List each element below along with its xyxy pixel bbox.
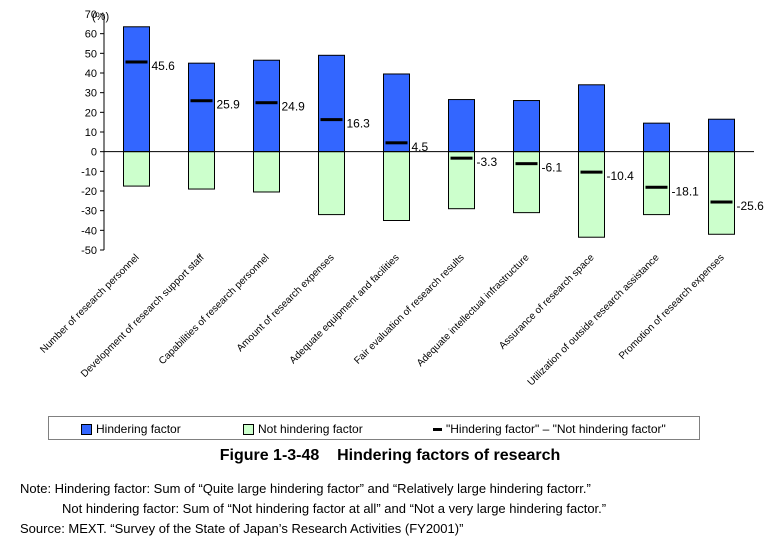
category-label: Adequate intellectual infrastructure [415, 252, 532, 369]
note-line-1: Note: Hindering factor: Sum of “Quite la… [20, 481, 591, 496]
bar-not-hindering [123, 151, 150, 187]
bar-hindering [188, 62, 215, 153]
bar-not-hindering [643, 151, 670, 216]
legend-swatch-blue-icon [81, 423, 92, 435]
difference-value-label: 24.9 [282, 100, 306, 114]
difference-marker [580, 170, 603, 174]
category-label: Promotion of research expenses [617, 252, 727, 362]
difference-marker [320, 118, 343, 122]
difference-value-label: 4.5 [412, 140, 429, 154]
category-label: Development of research support staff [79, 252, 207, 380]
bar-not-hindering [383, 151, 410, 222]
y-tick-label: 70 [85, 9, 97, 21]
y-tick-label: -30 [81, 206, 97, 218]
bar-not-hindering [318, 151, 345, 216]
y-tick-label: -20 [81, 186, 97, 198]
legend-item-hindering: Hindering factor [81, 422, 181, 436]
difference-value-label: -18.1 [672, 184, 700, 198]
bar-hindering [383, 73, 410, 153]
bar-hindering [578, 84, 605, 153]
bar-not-hindering [578, 151, 605, 238]
category-label: Adequate equipment and facilities [288, 252, 402, 366]
y-tick-label: 10 [85, 127, 97, 139]
y-axis-unit: (%) [92, 11, 109, 23]
difference-value-label: -25.6 [737, 199, 765, 213]
note-line-2: Not hindering factor: Sum of “Not hinder… [62, 501, 607, 516]
category-label: Capabilities of research personnel [157, 252, 272, 367]
y-tick-label: 50 [85, 48, 97, 60]
bar-hindering [253, 59, 280, 153]
legend-swatch-green-icon [243, 423, 254, 435]
difference-marker [125, 60, 148, 64]
bar-hindering [318, 54, 345, 153]
y-tick-label: 30 [85, 88, 97, 100]
legend-item-difference: "Hindering factor" – "Not hindering fact… [433, 422, 666, 436]
category-label: Utilization of outside research assistan… [526, 252, 662, 388]
bar-not-hindering [448, 151, 475, 210]
bar-chart: (%)706050403020100-10-20-30-40-5045.6Num… [38, 9, 765, 388]
chart-legend: Hindering factor Not hindering factor "H… [48, 416, 700, 440]
figure-title: Figure 1-3-48 Hindering factors of resea… [219, 447, 561, 464]
category-label: Fair evaluation of research results [352, 252, 466, 366]
y-tick-label: -50 [81, 245, 97, 257]
difference-value-label: -3.3 [477, 155, 498, 169]
difference-marker [515, 162, 538, 166]
bar-hindering [448, 99, 475, 153]
bar-hindering [513, 100, 540, 153]
y-tick-label: 60 [85, 29, 97, 41]
bar-hindering [123, 26, 150, 153]
difference-marker [385, 141, 408, 145]
y-tick-label: -40 [81, 225, 97, 237]
difference-value-label: -6.1 [542, 161, 563, 175]
bar-not-hindering [708, 151, 735, 235]
difference-value-label: 16.3 [347, 117, 371, 131]
y-tick-label: -10 [81, 166, 97, 178]
difference-marker [255, 101, 278, 105]
difference-value-label: 25.9 [217, 98, 241, 112]
source-line: Source: MEXT. “Survey of the State of Ja… [20, 521, 464, 536]
difference-marker [645, 185, 668, 189]
difference-value-label: 45.6 [152, 59, 176, 73]
legend-label-hindering: Hindering factor [96, 422, 181, 436]
bar-not-hindering [513, 151, 540, 214]
bar-hindering [643, 122, 670, 153]
bar-not-hindering [188, 151, 215, 190]
difference-marker [190, 99, 213, 103]
y-tick-label: 20 [85, 107, 97, 119]
bar-hindering [708, 118, 735, 153]
y-tick-label: 40 [85, 68, 97, 80]
bar-not-hindering [253, 151, 280, 193]
legend-item-not-hindering: Not hindering factor [243, 422, 363, 436]
y-tick-label: 0 [91, 147, 97, 159]
legend-label-difference: "Hindering factor" – "Not hindering fact… [446, 422, 666, 436]
difference-marker [450, 156, 473, 160]
legend-label-not-hindering: Not hindering factor [258, 422, 363, 436]
legend-dash-icon [433, 427, 442, 431]
difference-value-label: -10.4 [607, 169, 635, 183]
difference-marker [710, 200, 733, 204]
